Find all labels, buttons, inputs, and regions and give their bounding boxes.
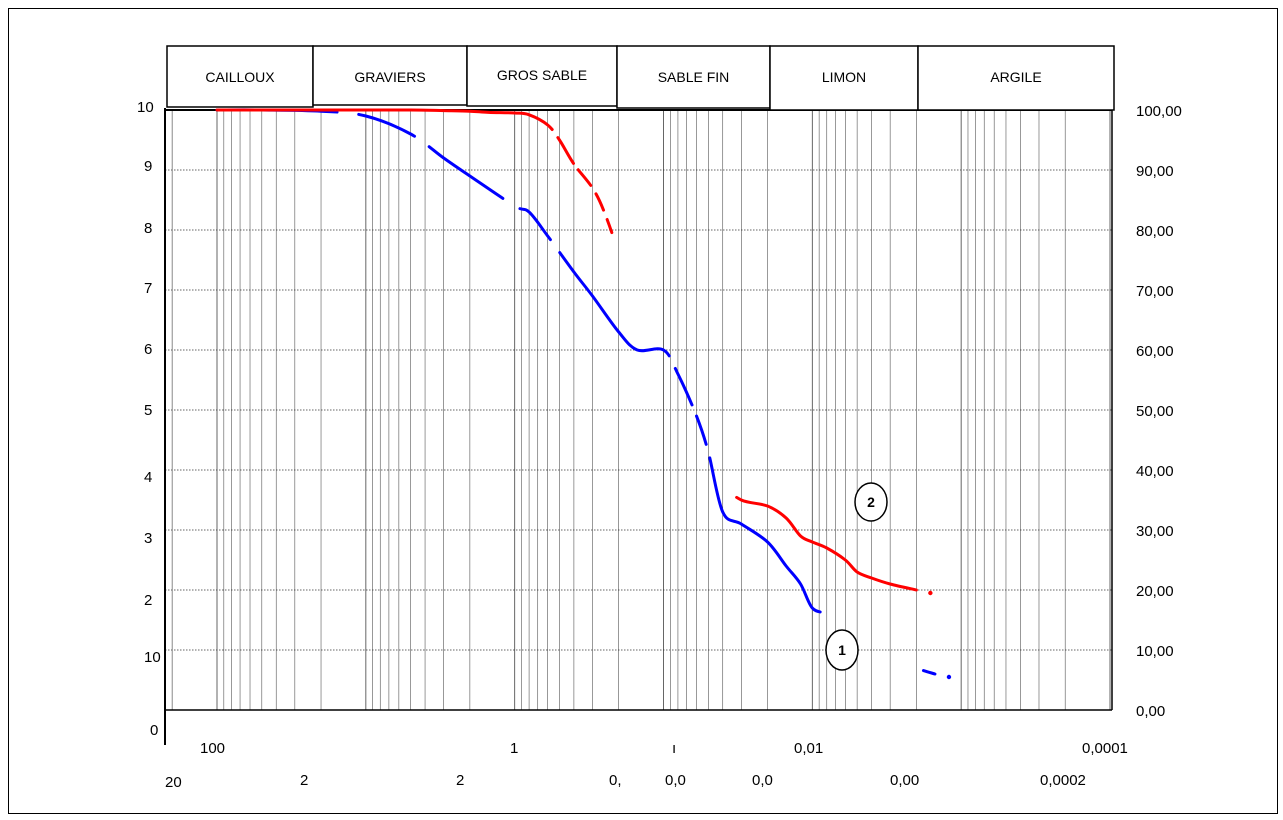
y-tick-label-right: 60,00	[1136, 343, 1174, 360]
soil-class-box	[616, 45, 771, 109]
soil-class-box	[466, 45, 618, 107]
series-marker-label: 1	[838, 642, 846, 658]
y-tick-label-left: 9	[144, 158, 152, 175]
y-tick-label-right: 30,00	[1136, 523, 1174, 540]
y-tick-label-left: 0	[150, 722, 158, 739]
y-tick-label-left: 10	[137, 99, 154, 116]
x-tick-label: 0,	[609, 772, 622, 789]
x-tick-label: 0,0002	[1040, 772, 1086, 789]
series-marker-circle	[825, 629, 859, 671]
soil-class-box	[312, 45, 468, 106]
series-end-dot	[946, 674, 952, 680]
y-tick-label-right: 70,00	[1136, 283, 1174, 300]
y-tick-label-right: 20,00	[1136, 583, 1174, 600]
soil-class-label: GROS SABLE	[497, 67, 587, 83]
y-tick-label-left: 10	[144, 649, 161, 666]
x-tick-label: 20	[165, 774, 182, 791]
chart-frame	[8, 8, 1278, 814]
x-tick-label: 1	[510, 740, 518, 757]
y-tick-label-left: 5	[144, 402, 152, 419]
x-tick-label: 0,0	[752, 772, 773, 789]
series-line-1	[215, 108, 937, 676]
y-tick-label-left: 7	[144, 280, 152, 297]
y-tick-label-left: 8	[144, 220, 152, 237]
y-tick-label-right: 40,00	[1136, 463, 1174, 480]
y-tick-label-right: 0,00	[1136, 703, 1165, 720]
y-tick-label-right: 100,00	[1136, 103, 1182, 120]
series-marker-circle	[854, 482, 888, 522]
y-tick-label-left: 3	[144, 530, 152, 547]
x-tick-label: 0,01	[794, 740, 823, 757]
soil-class-box	[769, 45, 919, 111]
series-end-dot	[928, 590, 933, 596]
y-tick-label-right: 50,00	[1136, 403, 1174, 420]
y-tick-label-right: 10,00	[1136, 643, 1174, 660]
soil-class-label: SABLE FIN	[658, 69, 730, 85]
x-tick-label: 2	[300, 772, 308, 789]
y-tick-label-right: 90,00	[1136, 163, 1174, 180]
y-tick-label-left: 2	[144, 592, 152, 609]
soil-class-box	[917, 45, 1115, 111]
series-marker-label: 2	[867, 494, 875, 510]
x-tick-label: 0,0	[665, 772, 686, 789]
x-tick-label: 2	[456, 772, 464, 789]
y-tick-label-left: 4	[144, 469, 152, 486]
soil-class-label: GRAVIERS	[354, 69, 425, 85]
x-tick-label: 0,00	[890, 772, 919, 789]
y-tick-label-left: 6	[144, 341, 152, 358]
soil-class-label: ARGILE	[990, 69, 1041, 85]
soil-class-box	[166, 45, 314, 108]
y-tick-label-right: 80,00	[1136, 223, 1174, 240]
soil-class-label: CAILLOUX	[205, 69, 275, 85]
x-tick-label: 0,0001	[1082, 740, 1128, 757]
series-line-2	[215, 108, 918, 592]
soil-class-label: LIMON	[822, 69, 866, 85]
x-tick-label: 100	[200, 740, 225, 757]
x-tick-label: ı	[672, 740, 676, 757]
